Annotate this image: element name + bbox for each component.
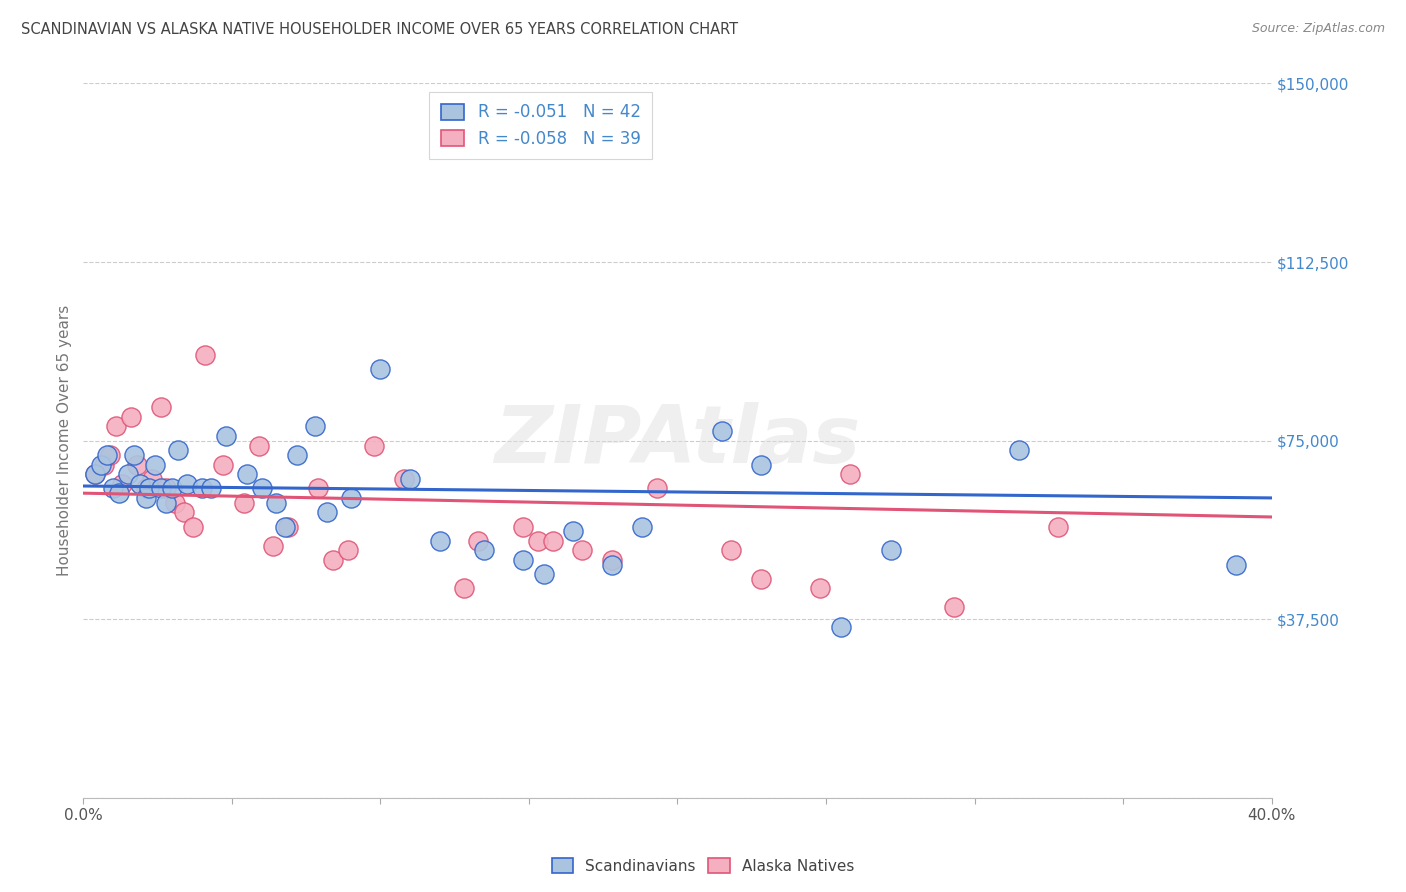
Point: [96, 448, 118, 462]
Point: [274, 519, 297, 533]
Point: [173, 505, 195, 519]
Point: [720, 543, 742, 558]
Point: [84, 467, 107, 482]
Point: [307, 482, 329, 496]
Point: [135, 491, 157, 505]
Point: [838, 467, 860, 482]
Point: [194, 348, 217, 362]
Point: [141, 472, 163, 486]
Point: [98, 448, 121, 462]
Point: [165, 496, 187, 510]
Point: [149, 482, 172, 496]
Point: [84, 467, 107, 482]
Point: [232, 496, 254, 510]
Point: [181, 519, 204, 533]
Legend: Scandinavians, Alaska Natives: Scandinavians, Alaska Natives: [546, 852, 860, 880]
Point: [104, 419, 127, 434]
Point: [250, 482, 273, 496]
Point: [942, 600, 965, 615]
Point: [541, 533, 564, 548]
Point: [120, 409, 142, 424]
Point: [247, 438, 270, 452]
Point: [235, 467, 257, 482]
Point: [138, 482, 160, 496]
Point: [167, 443, 190, 458]
Point: [429, 533, 451, 548]
Point: [155, 482, 177, 496]
Point: [191, 482, 214, 496]
Point: [266, 496, 288, 510]
Point: [533, 567, 555, 582]
Point: [128, 476, 150, 491]
Point: [527, 533, 550, 548]
Point: [135, 482, 157, 496]
Y-axis label: Householder Income Over 65 years: Householder Income Over 65 years: [58, 305, 72, 576]
Point: [472, 543, 495, 558]
Point: [125, 458, 148, 472]
Point: [176, 476, 198, 491]
Point: [111, 476, 134, 491]
Point: [571, 543, 593, 558]
Point: [512, 519, 534, 533]
Point: [1046, 519, 1069, 533]
Point: [370, 362, 392, 376]
Point: [117, 467, 139, 482]
Text: SCANDINAVIAN VS ALASKA NATIVE HOUSEHOLDER INCOME OVER 65 YEARS CORRELATION CHART: SCANDINAVIAN VS ALASKA NATIVE HOUSEHOLDE…: [21, 22, 738, 37]
Point: [143, 458, 166, 472]
Point: [339, 491, 361, 505]
Point: [630, 519, 652, 533]
Point: [467, 533, 489, 548]
Point: [285, 448, 308, 462]
Point: [90, 458, 112, 472]
Point: [399, 472, 422, 486]
Point: [336, 543, 359, 558]
Point: [880, 543, 903, 558]
Point: [277, 519, 299, 533]
Point: [101, 482, 124, 496]
Point: [212, 458, 235, 472]
Text: Source: ZipAtlas.com: Source: ZipAtlas.com: [1251, 22, 1385, 36]
Point: [711, 424, 734, 438]
Point: [262, 539, 284, 553]
Point: [1008, 443, 1031, 458]
Point: [749, 572, 772, 586]
Point: [315, 505, 337, 519]
Point: [215, 429, 238, 443]
Point: [830, 619, 852, 633]
Point: [149, 401, 172, 415]
Point: [645, 482, 668, 496]
Point: [304, 419, 326, 434]
Point: [155, 496, 177, 510]
Point: [93, 458, 115, 472]
Point: [200, 482, 222, 496]
Point: [808, 582, 831, 596]
Point: [392, 472, 415, 486]
Point: [600, 553, 623, 567]
Point: [363, 438, 385, 452]
Point: [322, 553, 344, 567]
Point: [562, 524, 585, 539]
Point: [162, 482, 184, 496]
Legend: R = -0.051   N = 42, R = -0.058   N = 39: R = -0.051 N = 42, R = -0.058 N = 39: [429, 92, 652, 160]
Point: [453, 582, 475, 596]
Point: [749, 458, 772, 472]
Point: [600, 558, 623, 572]
Point: [1225, 558, 1247, 572]
Point: [108, 486, 131, 500]
Text: ZIPAtlas: ZIPAtlas: [495, 401, 860, 480]
Point: [512, 553, 534, 567]
Point: [122, 448, 145, 462]
